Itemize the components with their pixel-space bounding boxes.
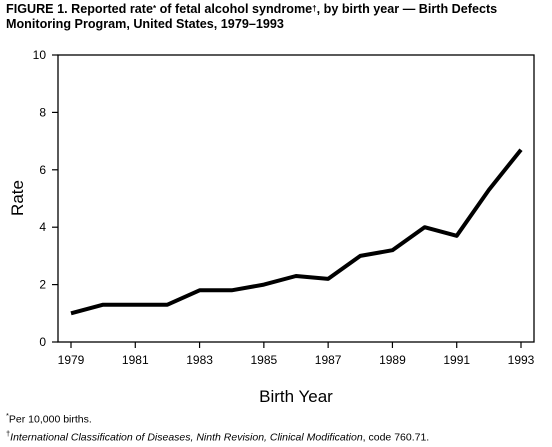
x-tick-label: 1985 — [251, 353, 278, 367]
series-line-rate — [70, 148, 523, 316]
footnote-1-text: Per 10,000 births. — [8, 413, 92, 426]
y-tick-label: 4 — [39, 220, 46, 234]
x-tick-label: 1993 — [508, 353, 535, 367]
footnotes: *Per 10,000 births. †International Class… — [6, 409, 551, 444]
x-tick-label: 1989 — [379, 353, 406, 367]
x-tick-label: 1979 — [58, 353, 85, 367]
y-tick-label: 8 — [39, 105, 46, 119]
title-footnote-mark-2: † — [312, 4, 317, 13]
x-tick-label: 1991 — [443, 353, 470, 367]
x-axis: 1979 1981 1983 1985 1987 1989 1991 1993 — [58, 342, 535, 367]
title-footnote-mark-1: * — [152, 4, 157, 13]
plot-frame — [57, 54, 535, 343]
y-tick-label: 2 — [39, 278, 46, 292]
y-axis-title: Rate — [8, 180, 27, 216]
y-axis: 0 2 4 6 8 10 — [33, 48, 58, 349]
y-tick-label: 0 — [39, 335, 46, 349]
title-text-1: Reported rate — [71, 2, 153, 16]
footnote-2: †International Classification of Disease… — [6, 427, 551, 445]
footnote-2-text: , code 760.71. — [362, 431, 430, 443]
footnote-2-mark: † — [6, 428, 11, 438]
figure-title: FIGURE 1. Reported rate* of fetal alcoho… — [6, 2, 546, 32]
x-tick-label: 1987 — [315, 353, 342, 367]
y-tick-label: 6 — [39, 163, 46, 177]
figure-label: FIGURE 1. — [6, 2, 68, 16]
y-tick-label: 10 — [33, 48, 47, 62]
x-axis-title: Birth Year — [259, 387, 333, 406]
footnote-1-mark: * — [6, 411, 9, 420]
x-tick-label: 1981 — [122, 353, 149, 367]
footnote-2-italic-text: International Classification of Diseases… — [10, 431, 363, 443]
x-tick-label: 1983 — [186, 353, 213, 367]
title-text-3: , by birth year — Birth Defects Monitori… — [6, 2, 498, 31]
title-text-2: of fetal alcohol syndrome — [156, 2, 313, 16]
footnote-1: *Per 10,000 births. — [6, 409, 551, 427]
